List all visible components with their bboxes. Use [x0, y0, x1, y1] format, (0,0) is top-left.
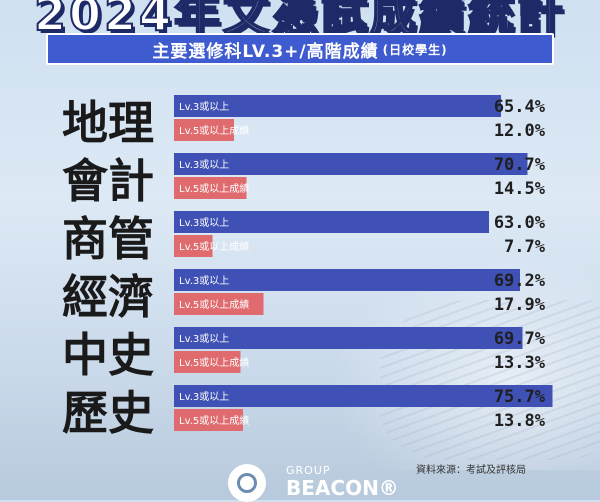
lv3-value-5: 75.7%	[494, 387, 546, 407]
logo-mark-icon	[228, 464, 266, 502]
subject-label-5: 歷史	[62, 386, 154, 440]
lv5-bar-3	[174, 293, 264, 315]
lv3-bar-label-3: Lv.3或以上	[179, 275, 229, 287]
lv3-value-2: 63.0%	[494, 213, 546, 233]
lv3-bar-label-5: Lv.3或以上	[179, 391, 229, 403]
lv5-value-3: 17.9%	[494, 295, 546, 315]
lv3-value-4: 69.7%	[494, 329, 546, 349]
lv3-value-3: 69.2%	[494, 271, 546, 291]
lv3-bar-1	[174, 153, 528, 175]
lv3-bar-0	[174, 95, 501, 117]
lv5-bar-label-4: Lv.5或以上成績	[179, 356, 249, 369]
lv3-bar-5	[174, 385, 553, 407]
subject-label-2: 商管	[62, 212, 154, 266]
lv5-bar-label-3: Lv.5或以上成績	[179, 298, 249, 311]
subject-label-0: 地理	[62, 96, 154, 150]
lv3-bar-label-1: Lv.3或以上	[179, 159, 229, 171]
lv3-value-1: 70.7%	[494, 155, 546, 175]
lv3-bar-4	[174, 327, 523, 349]
source-note: 資料來源：考試及評核局	[416, 465, 526, 476]
subtitle-text: 主要選修科LV.3+/高階成績	[152, 41, 379, 62]
subtitle-note: (日校學生)	[382, 42, 448, 57]
lv5-bar-label-2: Lv.5或以上成績	[179, 240, 249, 253]
lv5-value-1: 14.5%	[494, 179, 546, 199]
logo-name-text: BEACON®	[286, 476, 399, 500]
lv5-bar-2	[174, 235, 213, 257]
lv5-bar-1	[174, 177, 247, 199]
lv5-value-0: 12.0%	[494, 121, 546, 141]
lv3-bar-label-2: Lv.3或以上	[179, 217, 229, 229]
lv5-bar-0	[174, 119, 234, 141]
lv3-value-0: 65.4%	[494, 97, 546, 117]
lv5-bar-5	[174, 409, 243, 431]
subject-label-3: 經濟	[62, 270, 154, 324]
lv5-value-4: 13.3%	[494, 353, 546, 373]
subtitle-banner: 主要選修科LV.3+/高階成績 (日校學生)	[46, 33, 554, 65]
lv5-value-2: 7.7%	[504, 237, 546, 257]
lv3-bar-label-4: Lv.3或以上	[179, 333, 229, 345]
lv5-bar-label-0: Lv.5或以上成績	[179, 124, 249, 137]
logo-group-text: GROUP	[286, 464, 331, 477]
lv5-bar-label-1: Lv.5或以上成績	[179, 182, 249, 195]
lv5-value-5: 13.8%	[494, 411, 546, 431]
lv3-bar-2	[174, 211, 489, 233]
background-book-pages	[380, 300, 600, 460]
beacon-logo: GROUP BEACON®	[228, 460, 399, 502]
lv3-bar-3	[174, 269, 520, 291]
subject-label-1: 會計	[62, 154, 154, 208]
lv3-bar-label-0: Lv.3或以上	[179, 101, 229, 113]
lv5-bar-4	[174, 351, 241, 373]
subject-label-4: 中史	[62, 328, 154, 382]
lv5-bar-label-5: Lv.5或以上成績	[179, 414, 249, 427]
